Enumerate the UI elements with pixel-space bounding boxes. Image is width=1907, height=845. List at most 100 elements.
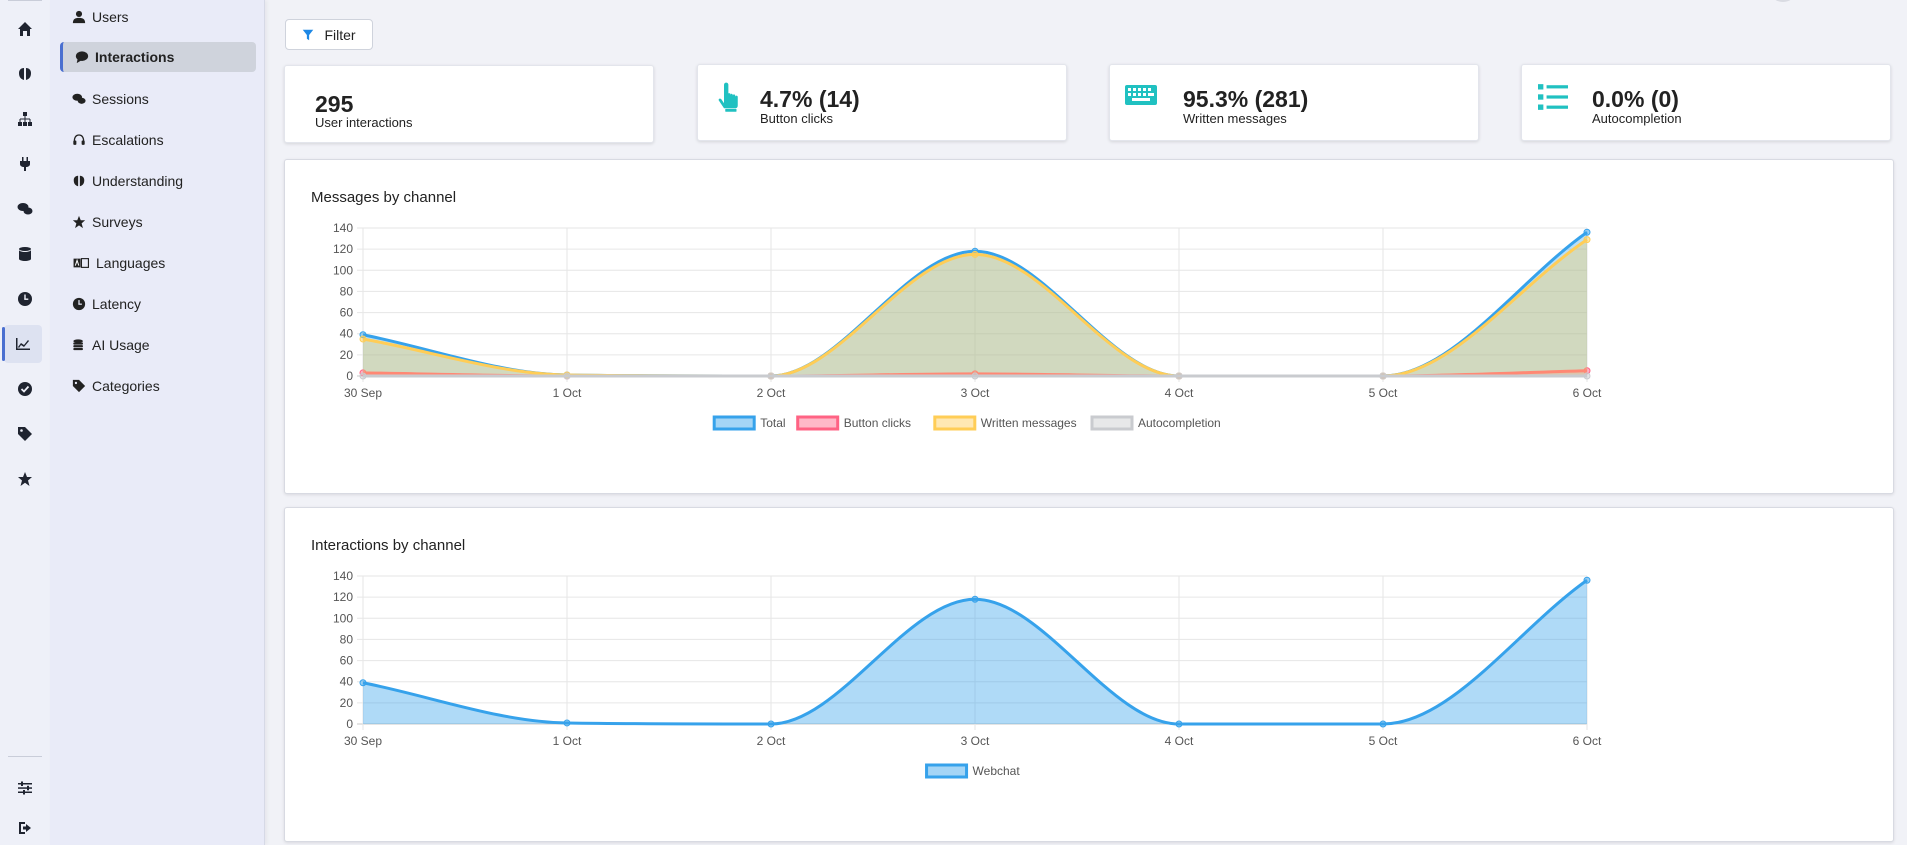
data-point	[1583, 576, 1591, 584]
data-point	[1379, 372, 1387, 380]
avatar[interactable]	[1770, 0, 1796, 2]
chart-title: Interactions by channel	[311, 537, 466, 554]
x-tick-label: 3 Oct	[961, 734, 990, 748]
messages-by-channel-chart: 0 20 40 60 80 100 120 140 30 Sep 1 Oct 2 Oct 3 Oct 4…	[333, 221, 1602, 431]
kpi-label: Autocompletion	[1592, 111, 1682, 126]
x-tick-label: 4 Oct	[1165, 386, 1194, 400]
sidebar-item-interactions[interactable]: Interactions	[60, 42, 256, 72]
chart-title: Messages by channel	[311, 189, 457, 206]
user-icon	[72, 10, 86, 24]
tag-icon	[72, 379, 86, 393]
brain-icon[interactable]	[10, 59, 40, 89]
x-tick-label: 5 Oct	[1369, 386, 1398, 400]
data-point	[1175, 720, 1183, 728]
y-tick-label: 100	[333, 263, 353, 277]
sliders-icon[interactable]	[10, 773, 40, 803]
list-icon	[1538, 82, 1568, 112]
legend-swatch	[933, 415, 977, 431]
legend-swatch	[796, 415, 840, 431]
home-icon[interactable]	[10, 14, 40, 44]
x-tick-label: 3 Oct	[961, 386, 990, 400]
y-tick-label: 60	[340, 306, 354, 320]
legend-swatch	[1090, 415, 1134, 431]
data-point	[359, 335, 367, 343]
sidebar-item-label: Understanding	[92, 173, 184, 189]
interactions-by-channel-panel: Interactions by channel 0 20 40 60 80 100 120 1…	[284, 507, 1894, 842]
sidebar-item-escalations[interactable]: Escalations	[60, 125, 256, 155]
y-tick-label: 120	[333, 590, 353, 604]
plug-icon[interactable]	[10, 149, 40, 179]
comments-icon[interactable]	[10, 194, 40, 224]
y-tick-label: 100	[333, 611, 353, 625]
x-tick-label: 6 Oct	[1573, 734, 1602, 748]
x-tick-label: 30 Sep	[344, 386, 382, 400]
sidebar-item-ai-usage[interactable]: AI Usage	[60, 330, 256, 360]
kpi-value: 95.3% (281)	[1183, 86, 1309, 112]
y-tick-label: 140	[333, 569, 353, 583]
database-icon[interactable]	[10, 239, 40, 269]
data-point	[767, 720, 775, 728]
series-area	[363, 580, 1587, 724]
rail-divider	[8, 756, 42, 757]
x-tick-label: 30 Sep	[344, 734, 382, 748]
data-point	[971, 595, 979, 603]
x-tick-label: 1 Oct	[553, 386, 582, 400]
language-icon	[73, 258, 90, 268]
chart-legend: Total Button clicks Written messages Autoco…	[712, 415, 1221, 431]
kpi-label: Button clicks	[760, 111, 833, 126]
sidebar-item-languages[interactable]: Languages	[60, 248, 256, 278]
x-tick-label: 2 Oct	[757, 734, 786, 748]
check-circle-icon[interactable]	[10, 374, 40, 404]
kpi-label: User interactions	[315, 115, 413, 130]
x-tick-label: 6 Oct	[1573, 386, 1602, 400]
star-icon[interactable]	[10, 464, 40, 494]
sidebar-item-users[interactable]: Users	[60, 2, 256, 32]
interactions-by-channel-chart: 0 20 40 60 80 100 120 140 30 Sep 1 Oct 2 Oct 3 Oct 4…	[333, 569, 1602, 779]
sidebar-item-categories[interactable]: Categories	[60, 371, 256, 401]
sidebar-item-surveys[interactable]: Surveys	[60, 207, 256, 237]
y-tick-label: 140	[333, 221, 353, 235]
y-tick-label: 40	[340, 675, 354, 689]
filter-button[interactable]: Filter	[285, 19, 373, 50]
data-point	[359, 372, 367, 380]
sitemap-icon[interactable]	[10, 104, 40, 134]
sidebar-item-label: Latency	[92, 296, 142, 312]
kpi-autocompletion: 0.0% (0) Autocompletion	[1521, 64, 1891, 141]
sidebar-item-understanding[interactable]: Understanding	[60, 166, 256, 196]
comments-icon	[72, 93, 86, 104]
kpi-written-messages: 95.3% (281) Written messages	[1109, 64, 1479, 141]
y-tick-label: 0	[346, 369, 353, 383]
rail-divider	[8, 0, 42, 1]
tag-icon[interactable]	[10, 419, 40, 449]
data-point	[563, 372, 571, 380]
filter-label: Filter	[324, 26, 356, 43]
chart-line-icon[interactable]	[2, 325, 42, 363]
data-point	[1583, 236, 1591, 244]
data-point	[359, 679, 367, 687]
sidebar-item-label: AI Usage	[92, 337, 150, 353]
y-tick-label: 80	[340, 284, 354, 298]
y-tick-label: 20	[340, 348, 354, 362]
brain-icon	[73, 175, 85, 187]
chart-area: 0 20 40 60 80 100 120 140 30 Sep 1 Oct 2 Oct 3 Oct 4…	[333, 221, 1602, 400]
sidebar-item-latency[interactable]: Latency	[60, 289, 256, 319]
sidebar-item-sessions[interactable]: Sessions	[60, 84, 256, 114]
data-point	[971, 250, 979, 258]
y-tick-label: 80	[340, 632, 354, 646]
data-point	[1175, 372, 1183, 380]
data-point	[1583, 228, 1591, 236]
clock-icon	[72, 297, 86, 311]
sidebar-item-label: Interactions	[95, 49, 175, 65]
data-point	[1379, 720, 1387, 728]
chart-area: 0 20 40 60 80 100 120 140 30 Sep 1 Oct 2 Oct 3 Oct 4…	[333, 569, 1602, 748]
sidebar-item-label: Users	[92, 9, 129, 25]
legend-label: Button clicks	[844, 416, 911, 430]
clock-icon[interactable]	[10, 284, 40, 314]
sign-out-icon[interactable]	[10, 813, 40, 843]
kpi-value: 0.0% (0)	[1592, 86, 1679, 112]
kpi-user-interactions: 295 User interactions	[284, 65, 654, 143]
chart-legend: Webchat	[925, 763, 1020, 779]
kpi-label: Written messages	[1183, 111, 1287, 126]
data-point	[767, 372, 775, 380]
x-tick-label: 5 Oct	[1369, 734, 1398, 748]
